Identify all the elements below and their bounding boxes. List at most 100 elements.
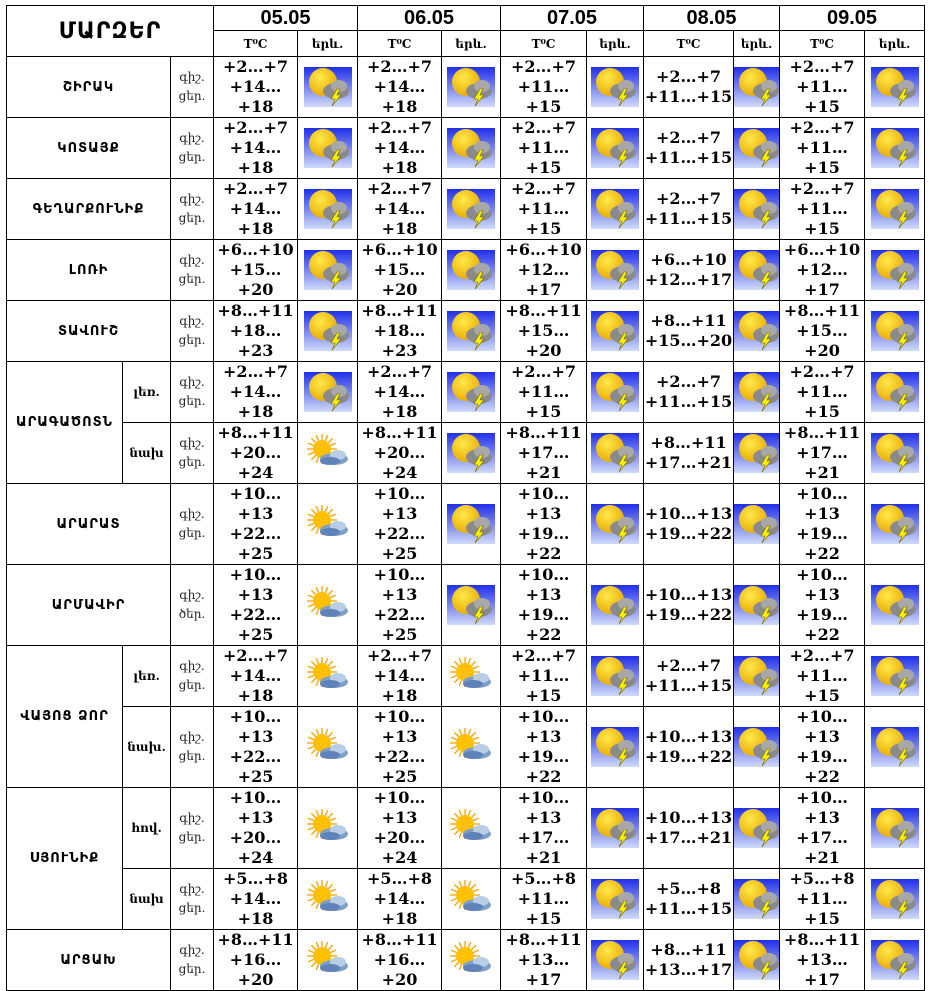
day-temperature: +14…+18 bbox=[373, 138, 426, 177]
table-row: ԱՐԱԳԱԾՈՏՆ լեռ. գիշ. ցեր. +2…+7 +14…+18 +2…+7 +1… bbox=[6, 361, 926, 484]
night-temperature: +2…+7 bbox=[366, 118, 433, 138]
thunderstorm-icon bbox=[870, 128, 919, 168]
subregion-name: հով. bbox=[122, 787, 171, 869]
night-temperature: +10…+13 bbox=[373, 484, 426, 524]
night-temperature: +10…+13 bbox=[796, 788, 848, 828]
day-temperature: +19…+22 bbox=[796, 524, 848, 563]
temperature-cell: +8…+11 +18…+23 bbox=[357, 300, 443, 362]
thunderstorm-icon bbox=[447, 67, 496, 107]
weather-icon-cell bbox=[586, 787, 645, 869]
thunderstorm-icon bbox=[447, 372, 496, 412]
subregion-name: նախ bbox=[122, 422, 171, 484]
day-temperature: +11…+15 bbox=[796, 77, 848, 116]
temperature-cell: +6…+10 +12…+17 bbox=[500, 239, 588, 301]
temperature-cell: +2…+7 +11…+15 bbox=[643, 56, 735, 118]
night-label: գիշ. bbox=[179, 588, 205, 602]
thunderstorm-icon bbox=[734, 67, 779, 107]
weather-icon-cell bbox=[297, 178, 359, 240]
night-temperature: +10…+13 bbox=[644, 808, 733, 827]
thunderstorm-icon bbox=[734, 940, 779, 980]
day-label: ցեր. bbox=[178, 901, 206, 915]
day-temperature: +18…+23 bbox=[373, 321, 426, 360]
day-temperature: +11…+15 bbox=[517, 889, 570, 928]
day-temperature: +15…+20 bbox=[796, 321, 848, 360]
night-label: գիշ. bbox=[179, 507, 205, 521]
thunderstorm-icon bbox=[734, 189, 779, 229]
thunderstorm-icon bbox=[734, 504, 779, 544]
day-temperature: +14…+18 bbox=[229, 382, 282, 421]
night-temperature: +8…+11 bbox=[361, 423, 438, 443]
day-label: ցեր. bbox=[178, 678, 206, 692]
night-temperature: +2…+7 bbox=[510, 118, 577, 138]
weather-icon-cell bbox=[297, 787, 359, 869]
weather-icon-cell bbox=[297, 706, 359, 788]
night-temperature: +6…+10 bbox=[783, 240, 861, 260]
thunderstorm-icon bbox=[734, 372, 779, 412]
thunderstorm-icon bbox=[870, 940, 919, 980]
night-temperature: +5…+8 bbox=[222, 869, 289, 889]
thunderstorm-icon bbox=[591, 727, 640, 767]
day-temperature: +15…+20 bbox=[373, 260, 426, 299]
night-temperature: +2…+7 bbox=[222, 57, 289, 77]
weather-icon-cell bbox=[864, 868, 926, 930]
day-night-labels: գիշ. ցեր. bbox=[169, 787, 215, 869]
temperature-cell: +10…+13 +22…+25 bbox=[357, 483, 443, 565]
night-temperature: +8…+11 bbox=[361, 301, 438, 321]
weather-icon-cell bbox=[864, 178, 926, 240]
weather-icon-cell bbox=[864, 483, 926, 565]
region-name: ՏԱՎՈՒՇ bbox=[6, 300, 171, 362]
day-temperature: +14…+18 bbox=[373, 199, 426, 238]
weather-icon-cell bbox=[586, 564, 645, 646]
temperature-cell: +6…+10 +12…+17 bbox=[643, 239, 735, 301]
date-header: 07.05 bbox=[500, 5, 645, 31]
night-label: գիշ. bbox=[179, 375, 205, 389]
temperature-cell: +8…+11 +13…+17 bbox=[643, 929, 735, 991]
night-temperature: +2…+7 bbox=[366, 57, 433, 77]
day-temperature: +19…+22 bbox=[517, 524, 570, 563]
temperature-cell: +8…+11 +16…+20 bbox=[357, 929, 443, 991]
weather-icon-cell bbox=[297, 483, 359, 565]
day-night-labels: գիշ. ցեր. bbox=[169, 56, 215, 118]
yerevan-header: երև. bbox=[733, 30, 781, 57]
thunderstorm-icon bbox=[591, 189, 640, 229]
temperature-cell: +10…+13 +19…+22 bbox=[643, 483, 735, 565]
day-temperature: +11…+15 bbox=[644, 392, 733, 411]
day-temperature: +16…+20 bbox=[373, 950, 426, 989]
night-temperature: +8…+11 bbox=[505, 423, 582, 443]
table-row: ՇԻՐԱԿ գիշ. ցեր. +2…+7 +14…+18 +2…+7 +14…+18 +2…… bbox=[6, 56, 926, 118]
night-temperature: +6…+10 bbox=[217, 240, 294, 260]
day-temperature: +11…+15 bbox=[796, 666, 848, 705]
thunderstorm-icon bbox=[303, 128, 352, 168]
weather-icon-cell bbox=[297, 117, 359, 179]
day-temperature: +18…+23 bbox=[229, 321, 282, 360]
thunderstorm-icon bbox=[591, 372, 640, 412]
weather-icon-cell bbox=[733, 706, 781, 788]
subregion-name: նախ bbox=[122, 868, 171, 930]
day-night-labels: գիշ. ցեր. bbox=[169, 178, 215, 240]
temperature-cell: +10…+13 +17…+21 bbox=[643, 787, 735, 869]
night-temperature: +2…+7 bbox=[222, 646, 289, 666]
partly-sunny-icon bbox=[447, 727, 495, 767]
weather-icon-cell bbox=[733, 868, 781, 930]
temperature-cell: +2…+7 +11…+15 bbox=[643, 645, 735, 707]
day-temperature: +19…+22 bbox=[517, 747, 570, 786]
day-temperature: +20…+24 bbox=[229, 828, 282, 867]
region-name: ԳԵՂԱՐՔՈՒՆԻՔ bbox=[6, 178, 171, 240]
thunderstorm-icon bbox=[591, 311, 640, 351]
partly-sunny-icon bbox=[447, 656, 495, 696]
thunderstorm-icon bbox=[734, 250, 779, 290]
thunderstorm-icon bbox=[591, 504, 640, 544]
night-label: գիշ. bbox=[179, 811, 205, 825]
night-temperature: +10…+13 bbox=[796, 565, 848, 605]
night-temperature: +10…+13 bbox=[373, 707, 426, 747]
night-temperature: +8…+11 bbox=[361, 930, 438, 950]
temperature-cell: +10…+13 +19…+22 bbox=[500, 564, 588, 646]
day-label: ցեր. bbox=[178, 830, 206, 844]
thunderstorm-icon bbox=[591, 585, 640, 625]
thunderstorm-icon bbox=[303, 372, 352, 412]
weather-icon-cell bbox=[586, 929, 645, 991]
thunderstorm-icon bbox=[870, 879, 919, 919]
night-temperature: +2…+7 bbox=[510, 362, 577, 382]
region-name: ԱՐԱՐԱՏ bbox=[6, 483, 171, 565]
temperature-header: T⁰C bbox=[500, 30, 588, 57]
